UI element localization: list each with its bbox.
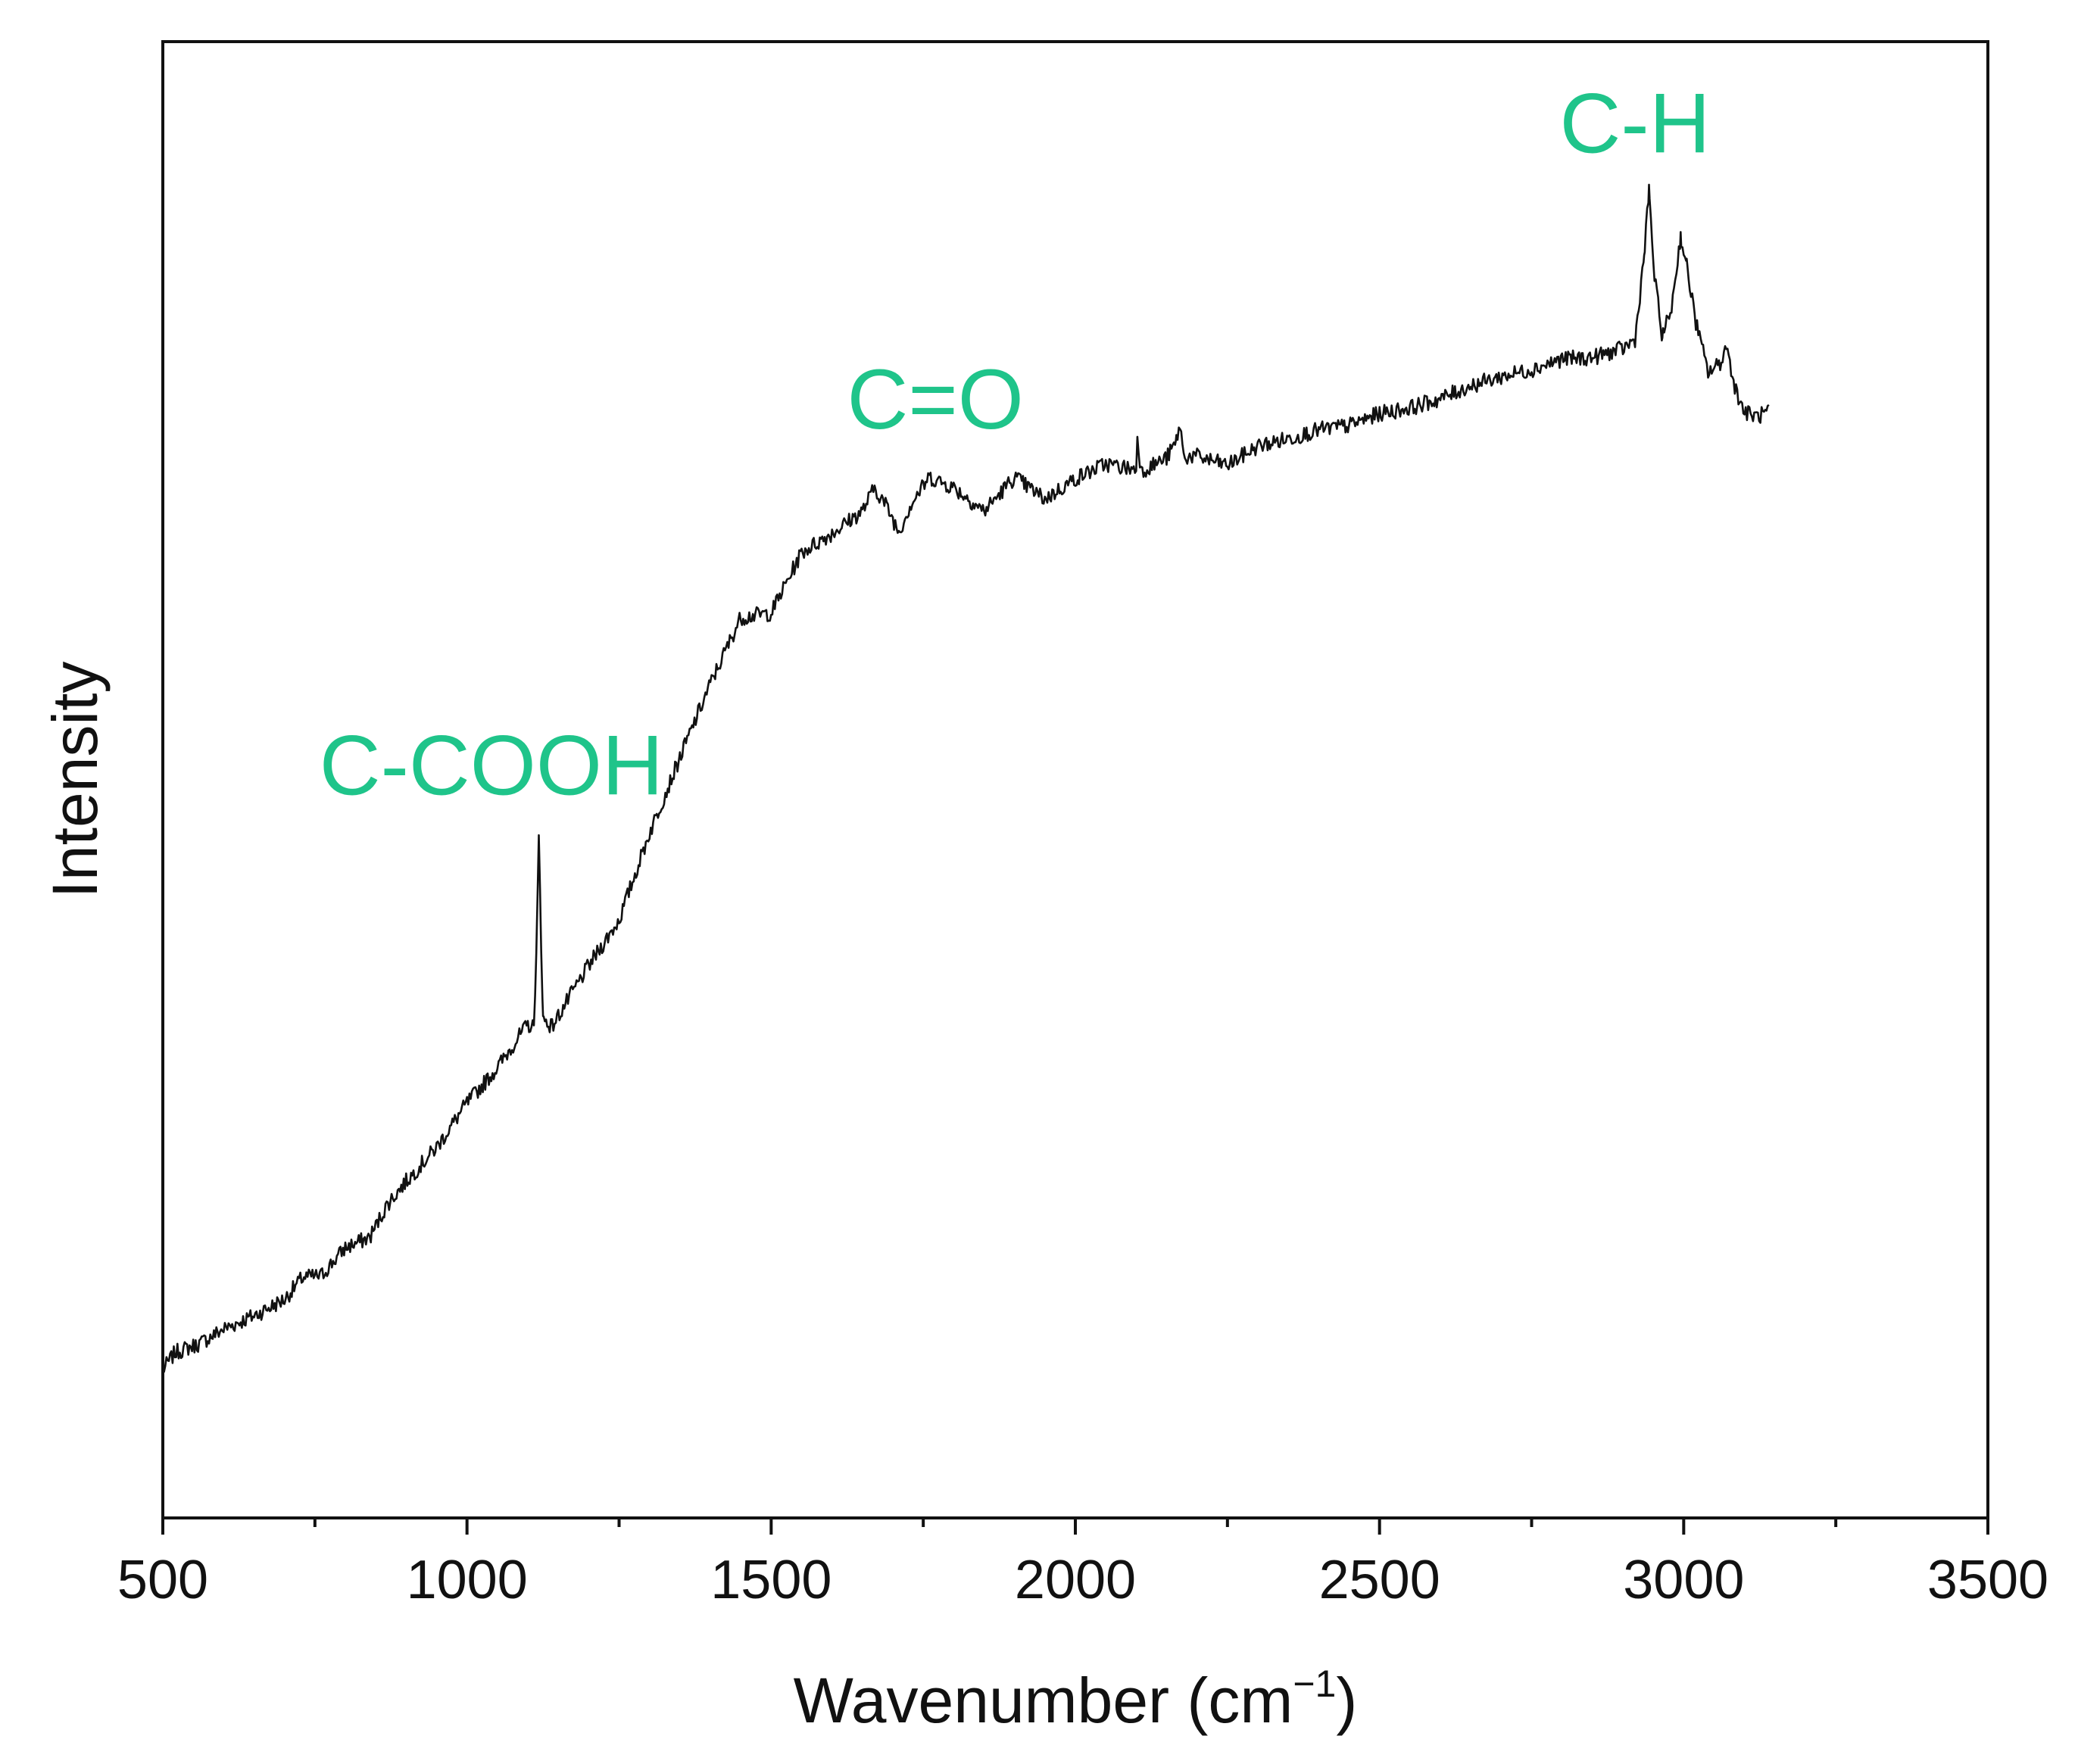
x-axis-title-close: )	[1336, 1665, 1357, 1736]
x-tick-label-2000: 2000	[1015, 1550, 1136, 1610]
peak-annotation-c-o: C=O	[847, 352, 1024, 447]
x-axis-title: Wavenumber (cm−1)	[794, 1663, 1358, 1736]
x-tick-label-3500: 3500	[1927, 1550, 2048, 1610]
x-axis-title-main: Wavenumber (cm	[794, 1665, 1293, 1736]
x-tick-label-3000: 3000	[1623, 1550, 1744, 1610]
x-tick-label-2500: 2500	[1319, 1550, 1440, 1610]
peak-annotation-c-h: C-H	[1560, 76, 1711, 170]
x-tick-label-1500: 1500	[710, 1550, 832, 1610]
x-axis-title-superscript: −1	[1293, 1663, 1336, 1705]
peak-annotation-c-cooh: C-COOH	[320, 718, 663, 813]
x-tick-label-500: 500	[117, 1550, 208, 1610]
x-axis-ticks	[161, 1518, 1989, 1535]
series-line-raman-spectrum	[161, 183, 1770, 1373]
peak-annotations: C-COOH C=O C-H	[320, 76, 1711, 812]
x-axis-tick-labels: 500 1000 1500 2000 2500 3000 3500	[117, 1550, 2048, 1610]
y-axis-title: Intensity	[39, 662, 111, 899]
x-tick-label-1000: 1000	[407, 1550, 528, 1610]
